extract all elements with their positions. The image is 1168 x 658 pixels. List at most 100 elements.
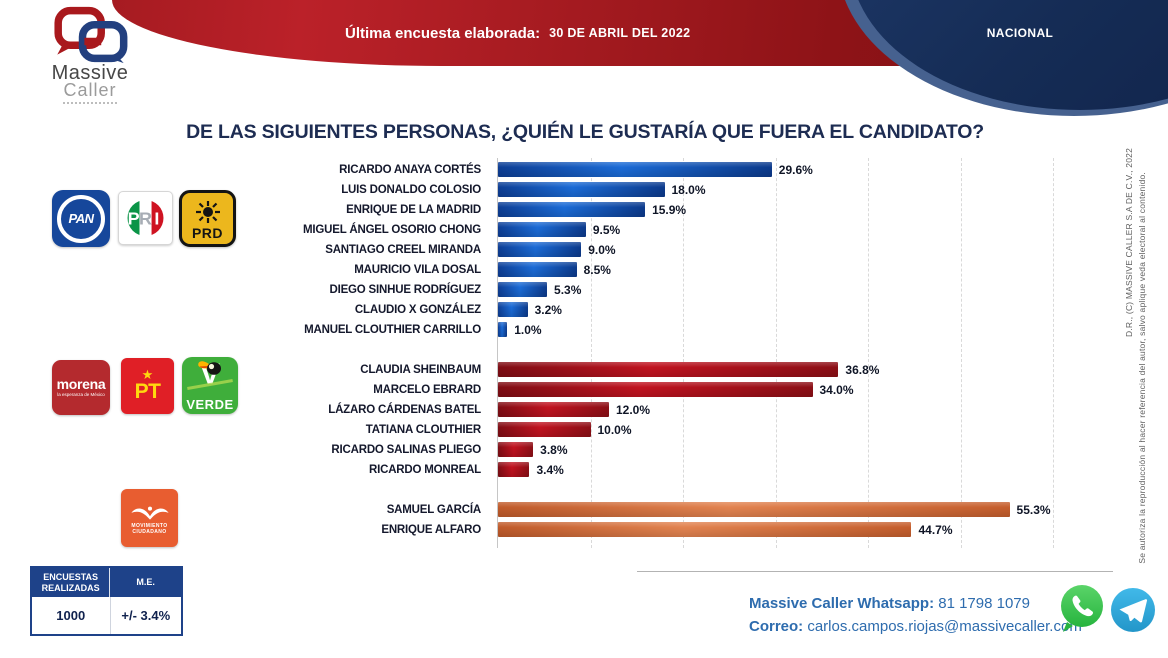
prd-label: PRD [191,224,224,241]
stats-header-me: M.E. [136,577,155,588]
pan-ring-icon: PAN [57,194,105,243]
speech-bubbles-icon [54,6,128,64]
bar-label: MARCELO EBRARD [373,384,481,396]
bar-value: 8.5% [583,263,611,277]
email-label: Correo: [749,618,804,635]
email-address[interactable]: carlos.campos.riojas@massivecaller.com [803,618,1082,635]
bar-value: 10.0% [597,423,632,437]
poll-bar-chart: RICARDO ANAYA CORTÉS 29.6% LUIS DONALDO CO… [0,158,1080,548]
stats-header-surveys: ENCUESTAS REALIZADAS [32,568,111,597]
footer-divider [637,571,1113,572]
stats-table-row: 1000 +/- 3.4% [32,597,181,634]
bar-label: MANUEL CLOUTHIER CARRILLO [304,324,481,336]
bar [498,442,534,457]
svg-text:P: P [128,209,140,229]
sample-stats-table: ENCUESTAS REALIZADAS M.E. 1000 +/- 3.4% [30,566,183,636]
pri-logo: P R I [118,191,173,245]
bar-label: LUIS DONALDO COLOSIO [341,184,481,196]
bar-label: RICARDO ANAYA CORTÉS [339,164,481,176]
whatsapp-number: 81 1798 1079 [934,595,1030,612]
mc-label-line2: CIUDADANO [132,529,167,535]
bar-label: CLAUDIO X GONZÁLEZ [354,304,481,316]
bar-value: 36.8% [845,363,880,377]
stats-value-me: +/- 3.4% [121,608,171,623]
bar-value: 15.9% [652,203,687,217]
last-survey-date: 30 DE ABRIL DEL 2022 [549,26,691,40]
bar [498,402,609,417]
whatsapp-icon[interactable] [1057,582,1107,634]
bar-value: 5.3% [554,283,582,297]
massive-caller-logo: Massive Caller [26,6,154,104]
pri-emblem-icon: P R I [127,200,164,236]
gridline [868,158,869,548]
svg-text:R: R [139,209,152,229]
gridline [590,158,592,548]
pan-logo: PAN [52,190,110,247]
gridline [683,158,684,548]
bar-label: RICARDO SALINAS PLIEGO [331,444,481,456]
bar-value: 29.6% [778,163,813,177]
stats-table-header: ENCUESTAS REALIZADAS M.E. [32,568,181,597]
bar-label: SANTIAGO CREEL MIRANDA [325,244,481,256]
last-survey-text: Última encuesta elaborada: 30 DE ABRIL D… [345,0,690,66]
bar-label: SAMUEL GARCÍA [386,504,482,516]
bar [498,462,530,477]
brand-name-top: Massive [51,62,129,84]
bar-value: 44.7% [918,523,953,537]
gridline [775,158,777,548]
whatsapp-label: Massive Caller Whatsapp: [749,595,935,612]
copyright-line: D.R., (C) MASSIVE CALLER S.A DE C.V., 20… [1124,148,1134,338]
bar-value: 3.4% [536,463,564,477]
bar-value: 3.2% [534,303,562,317]
contact-block: Massive Caller Whatsapp: 81 1798 1079 Co… [749,592,1082,638]
bar [498,382,813,397]
morena-logo: morena la esperanza de México [52,360,110,415]
bar-label: MAURICIO VILA DOSAL [354,264,481,276]
bar-label: ENRIQUE DE LA MADRID [346,204,481,216]
bar [498,282,548,297]
bar-label: LÁZARO CÁRDENAS BATEL [328,404,481,416]
bar [498,182,665,197]
telegram-icon[interactable] [1109,586,1157,634]
brand-tagline [63,102,117,104]
bar-label: RICARDO MONREAL [369,464,481,476]
verde-label: VERDE [186,397,234,412]
bar-value: 9.5% [592,223,621,237]
copyright-notice: Se autoriza la reproducción al hacer ref… [1137,172,1147,564]
bar-value: 9.0% [588,243,616,257]
whatsapp-contact-line: Massive Caller Whatsapp: 81 1798 1079 [749,592,1082,615]
bar-value: 55.3% [1016,503,1051,517]
region-label: NACIONAL [986,26,1054,40]
bar [498,202,646,217]
movimiento-ciudadano-logo: MOVIMIENTO CIUDADANO [121,489,178,547]
pt-logo: ★ PT [121,358,174,414]
gridline [960,158,962,548]
bar-value: 3.8% [540,443,568,457]
bar [498,242,582,257]
toucan-icon [198,361,221,375]
bar [498,522,912,537]
morena-tagline: la esperanza de México [57,392,105,397]
bar-label: TATIANA CLOUTHIER [365,424,481,436]
svg-text:I: I [154,209,159,229]
bar [498,322,508,337]
bar-value: 34.0% [819,383,854,397]
eagle-icon [130,506,169,520]
bar [498,422,591,437]
bar [498,222,586,237]
bar [498,162,772,177]
email-contact-line: Correo: carlos.campos.riojas@massivecall… [749,615,1082,638]
bar [498,262,577,277]
bar-label: CLAUDIA SHEINBAUM [360,364,481,376]
pan-label: PAN [68,211,94,226]
page-title: DE LAS SIGUIENTES PERSONAS, ¿QUIÉN LE GU… [186,121,984,143]
mc-label-line1: MOVIMIENTO [131,522,168,529]
bar [498,302,528,317]
prd-sun-icon [195,200,220,223]
bar-label: DIEGO SINHUE RODRÍGUEZ [329,284,481,296]
brand-name-bottom: Caller [63,80,117,100]
bar-value: 1.0% [514,323,542,337]
verde-logo: V VERDE [182,357,238,414]
bar-label: MIGUEL ÁNGEL OSORIO CHONG [303,224,481,236]
